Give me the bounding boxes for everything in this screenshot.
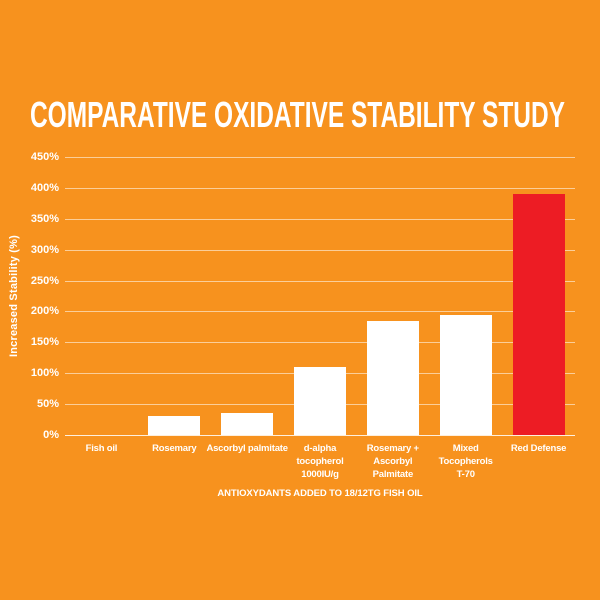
category-label-mixed-tocopherols-t-70: Mixed Tocopherols T-70	[438, 443, 493, 480]
gridline-350	[65, 218, 575, 220]
x-axis-line	[65, 435, 575, 436]
chart-title: COMPARATIVE OXIDATIVE STABILITY STUDY	[30, 94, 565, 135]
gridline-200	[65, 311, 575, 313]
gridline-400	[65, 187, 575, 189]
y-tick-label-0: 0%	[43, 429, 59, 441]
plot-area: 0% 50% 100% 150% 200% 250% 300% 350% 400% 450% Fis…	[31, 151, 575, 480]
y-tick-label-350: 350%	[30, 212, 59, 225]
bar-red-defense	[512, 194, 565, 435]
category-label-fish-oil: Fish oil	[85, 443, 118, 454]
gridline-300	[65, 249, 575, 251]
bar-rosemary-ascorbyl-palmitate	[366, 320, 419, 435]
category-label-ascorbyl-palmitate: Ascorbyl palmitate	[206, 443, 288, 454]
bar-rosemary	[148, 416, 201, 435]
y-tick-label-150: 150%	[30, 336, 59, 349]
bar-mixed-tocopherols-t-70	[439, 314, 492, 435]
category-label-red-defense: Red Defense	[510, 443, 567, 454]
y-tick-label-400: 400%	[30, 181, 59, 194]
y-tick-label-450: 450%	[30, 151, 59, 163]
y-tick-label-100: 100%	[30, 367, 59, 380]
y-tick-label-250: 250%	[30, 274, 59, 287]
category-label-rosemary: Rosemary	[152, 443, 197, 454]
y-tick-label-300: 300%	[30, 243, 59, 256]
category-label-d-alpha-tocopherol-1000iu-g: d-alpha tocopherol 1000IU/g	[296, 443, 344, 480]
gridline-250	[65, 280, 575, 282]
bar-d-alpha-tocopherol-1000iu-g	[294, 367, 346, 435]
gridline-150	[65, 342, 575, 344]
gridline-450	[65, 157, 575, 158]
category-label-rosemary-ascorbyl-palmitate: Rosemary + Ascorbyl Palmitate	[366, 443, 419, 480]
x-axis-title: ANTIOXYDANTS ADDED TO 18/12TG FISH OIL	[217, 488, 423, 499]
bar-ascorbyl-palmitate	[221, 413, 274, 435]
y-tick-label-50: 50%	[36, 398, 59, 411]
y-tick-label-200: 200%	[30, 305, 59, 318]
